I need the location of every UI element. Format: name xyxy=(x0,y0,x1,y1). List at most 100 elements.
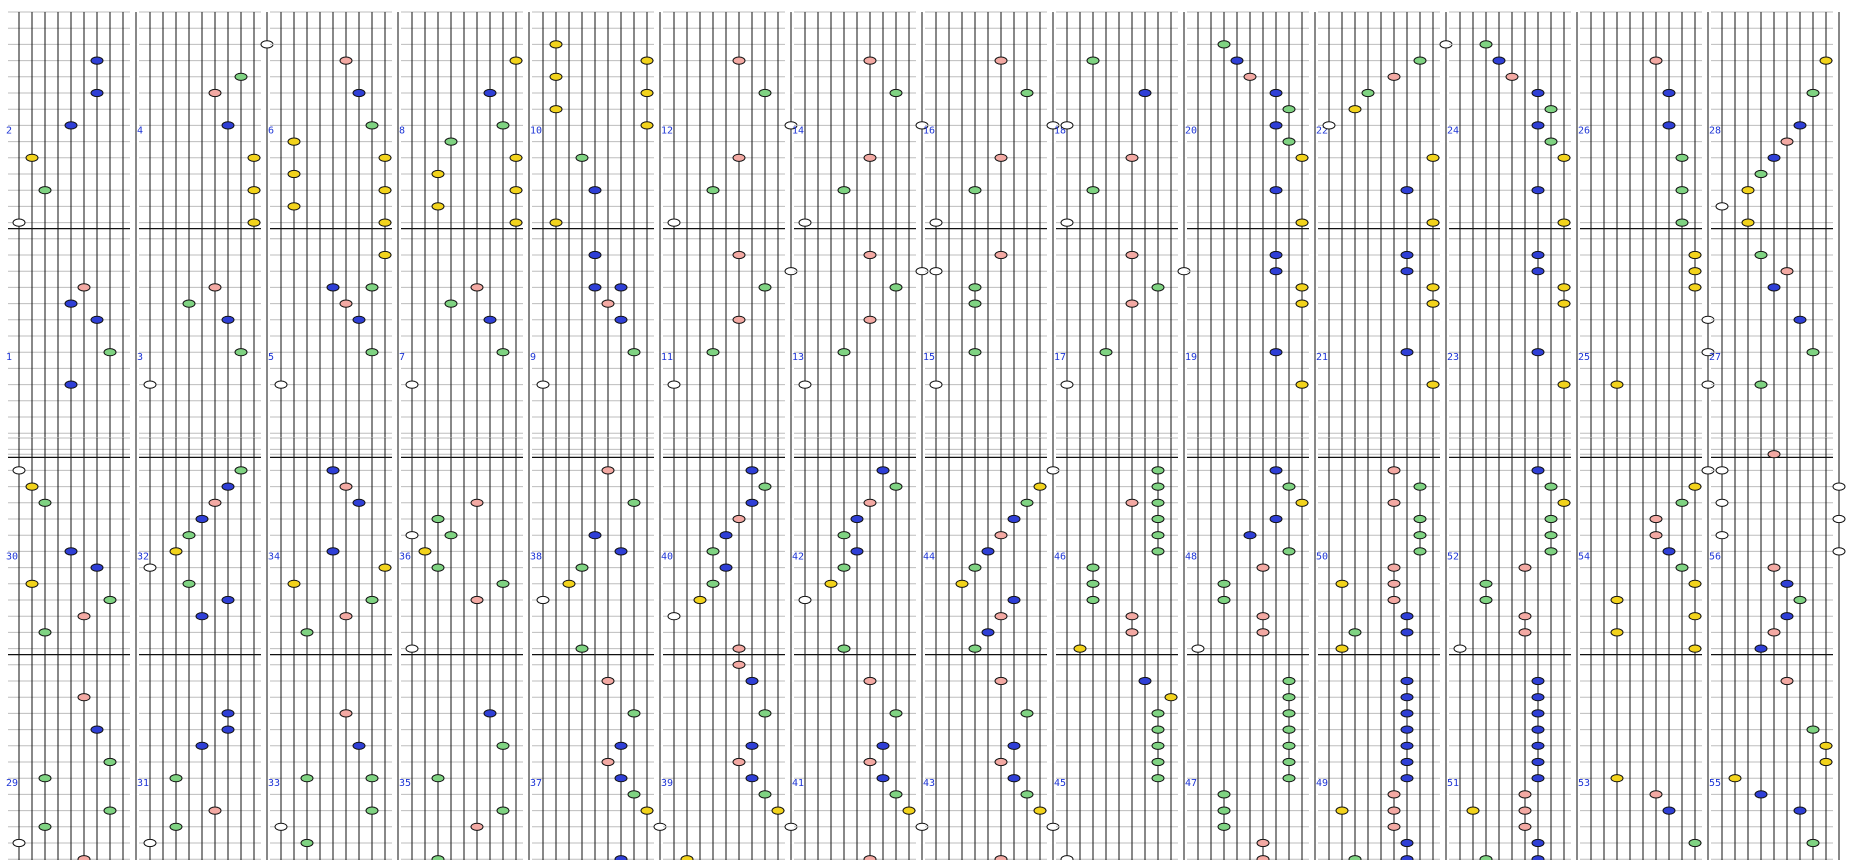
note-dot xyxy=(1531,121,1545,130)
note-dot xyxy=(1662,806,1676,815)
note-dot xyxy=(889,709,903,718)
note-dot xyxy=(601,466,615,475)
note-dot xyxy=(1295,218,1309,227)
note-dot xyxy=(326,466,340,475)
note-dot xyxy=(77,612,91,621)
note-dot xyxy=(1282,693,1296,702)
panel-label: 42 xyxy=(792,551,804,562)
panel-label: 48 xyxy=(1185,551,1197,562)
note-dot xyxy=(1282,741,1296,750)
note-dot xyxy=(863,498,877,507)
note-dot xyxy=(339,612,353,621)
note-dot xyxy=(1531,466,1545,475)
note-dot xyxy=(719,531,733,540)
note-dot xyxy=(1400,186,1414,195)
note-dot xyxy=(732,153,746,162)
note-dot xyxy=(1282,725,1296,734)
note-dot xyxy=(1387,498,1401,507)
panel-label: 3 xyxy=(137,352,143,363)
note-dot xyxy=(38,822,52,831)
note-dot xyxy=(1544,482,1558,491)
note-dot xyxy=(509,186,523,195)
note-dot xyxy=(405,380,419,389)
note-dot xyxy=(365,774,379,783)
note-dot xyxy=(247,153,261,162)
note-dot xyxy=(1793,315,1807,324)
note-dot xyxy=(837,186,851,195)
note-dot xyxy=(732,757,746,767)
note-dot xyxy=(627,498,641,507)
note-dot xyxy=(1531,88,1545,98)
note-dot xyxy=(274,380,288,389)
note-dot xyxy=(994,56,1008,65)
panel-label: 53 xyxy=(1578,778,1590,789)
note-dot xyxy=(758,88,772,98)
note-dot xyxy=(1557,299,1571,308)
panel-label: 24 xyxy=(1447,125,1459,136)
note-dot xyxy=(1832,547,1846,556)
note-dot xyxy=(1151,531,1165,540)
note-dot xyxy=(732,315,746,324)
note-dot xyxy=(968,563,982,572)
note-dot xyxy=(431,202,445,211)
note-dot xyxy=(876,466,890,475)
note-dot xyxy=(1348,628,1362,637)
note-dot xyxy=(719,563,733,572)
note-dot xyxy=(1688,250,1702,260)
note-dot xyxy=(1086,56,1100,65)
note-dot xyxy=(1387,579,1401,588)
note-dot xyxy=(1688,267,1702,276)
note-dot xyxy=(1217,822,1231,831)
note-dot xyxy=(1125,299,1139,308)
note-dot xyxy=(1819,757,1833,767)
panel-label: 9 xyxy=(530,352,536,363)
note-dot xyxy=(221,315,235,324)
panel-label: 52 xyxy=(1447,551,1459,562)
note-dot xyxy=(103,348,117,357)
note-dot xyxy=(1295,498,1309,507)
note-dot xyxy=(1662,88,1676,98)
note-dot xyxy=(12,466,26,475)
note-dot xyxy=(850,547,864,556)
note-dot xyxy=(1151,725,1165,734)
note-dot xyxy=(706,348,720,357)
note-dot xyxy=(1400,855,1414,860)
note-dot xyxy=(929,267,943,276)
note-dot xyxy=(562,579,576,588)
note-dot xyxy=(640,56,654,65)
note-dot xyxy=(1256,563,1270,572)
note-dot xyxy=(483,315,497,324)
note-dot xyxy=(614,547,628,556)
note-dot xyxy=(1295,380,1309,389)
note-dot xyxy=(1256,612,1270,621)
panel-label: 10 xyxy=(530,125,542,136)
note-dot xyxy=(732,660,746,669)
note-dot xyxy=(1819,56,1833,65)
note-dot xyxy=(1099,348,1113,357)
note-dot xyxy=(1675,186,1689,195)
note-dot xyxy=(667,218,681,227)
panel-label: 39 xyxy=(661,778,673,789)
panel-label: 1 xyxy=(6,352,12,363)
note-dot xyxy=(1400,709,1414,718)
note-dot xyxy=(745,466,759,475)
note-dot xyxy=(221,725,235,734)
note-dot xyxy=(195,612,209,621)
note-dot xyxy=(496,741,510,750)
panel-label: 37 xyxy=(530,778,542,789)
note-dot xyxy=(431,855,445,860)
note-dot xyxy=(1191,644,1205,653)
note-dot xyxy=(1217,806,1231,815)
note-dot xyxy=(1806,838,1820,848)
note-dot xyxy=(889,88,903,98)
note-dot xyxy=(1688,612,1702,621)
note-dot xyxy=(1544,531,1558,540)
note-dot xyxy=(1793,121,1807,130)
note-dot xyxy=(431,774,445,783)
note-dot xyxy=(1151,757,1165,767)
note-dot xyxy=(378,250,392,260)
note-dot xyxy=(1086,579,1100,588)
note-dot xyxy=(536,380,550,389)
note-dot xyxy=(1295,299,1309,308)
